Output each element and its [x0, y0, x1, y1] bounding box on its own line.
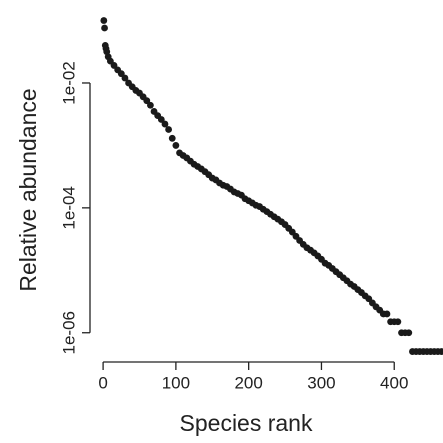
y-tick-label: 1e-06	[59, 311, 78, 354]
data-point	[161, 120, 169, 128]
data-point	[157, 116, 165, 123]
x-axis-title: Species rank	[180, 410, 313, 436]
x-tick-label: 100	[162, 373, 190, 392]
data-point	[172, 142, 180, 149]
x-tick-label: 0	[98, 373, 107, 392]
y-tick-label: 1e-04	[59, 186, 78, 229]
y-axis-title: Relative abundance	[15, 88, 41, 291]
data-point	[394, 318, 402, 326]
data-point	[143, 97, 151, 105]
x-tick-label: 200	[234, 373, 262, 392]
data-point	[438, 348, 443, 355]
data-point	[168, 134, 176, 142]
data-point	[147, 101, 154, 109]
data-point	[383, 310, 391, 318]
data-point	[121, 74, 129, 82]
data-point	[405, 329, 413, 337]
data-point	[165, 126, 173, 133]
x-tick-label: 300	[307, 373, 335, 392]
data-point	[101, 24, 108, 32]
x-tick-label: 400	[380, 373, 408, 392]
y-tick-label: 1e-02	[59, 61, 78, 104]
data-point	[100, 17, 108, 24]
